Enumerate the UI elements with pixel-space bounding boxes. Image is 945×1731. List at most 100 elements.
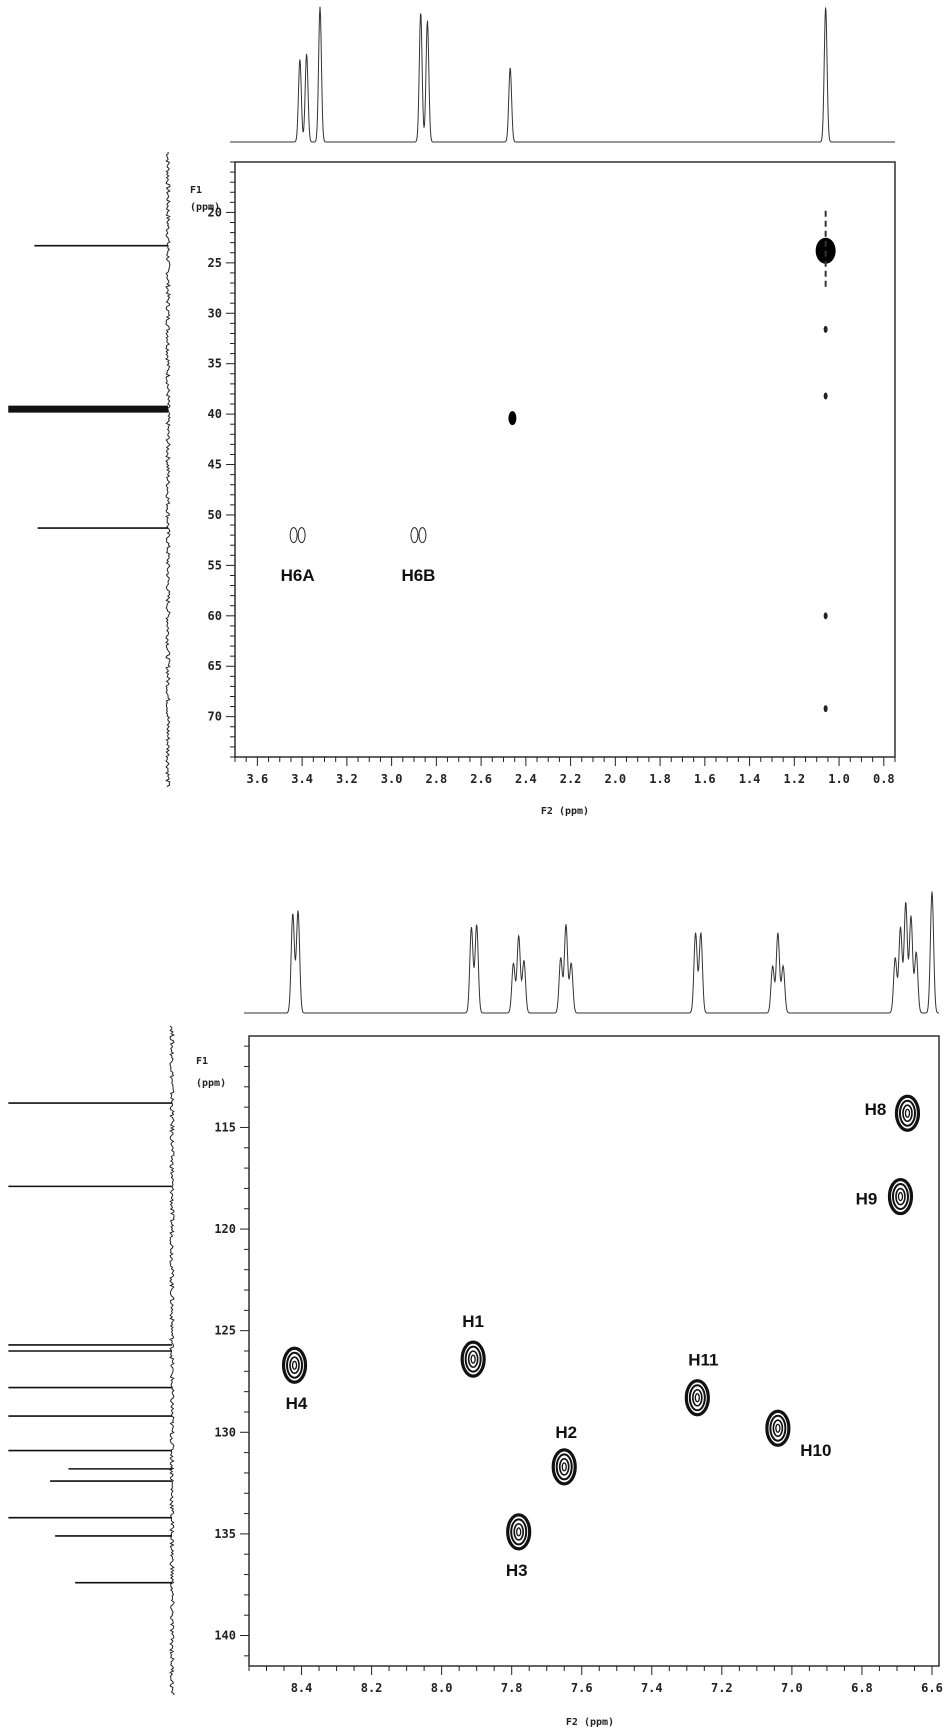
plot-frame	[234, 161, 896, 758]
x-tick-label: 3.2	[336, 772, 358, 786]
x-tick-label: 2.4	[515, 772, 537, 786]
contour-ring	[688, 1384, 706, 1412]
y-axis-ticks: 20 25 30 35 40 45 50 55 60 65 70	[208, 161, 235, 758]
y-tick-label: 20	[208, 205, 222, 219]
contour-ring	[289, 1356, 300, 1375]
y-tick-label: 25	[208, 256, 222, 270]
plot-frame	[248, 1035, 940, 1667]
contour-ring	[694, 1393, 700, 1403]
y-tick-label: 45	[208, 458, 222, 472]
cross-peaks: H6A H6B	[281, 210, 836, 713]
x-tick-label: 8.0	[431, 1681, 453, 1695]
cross-peaks: H8 H9 H1 H4 H11 H10 H2 H3	[281, 1094, 921, 1580]
cross-peak: H10	[765, 1409, 831, 1460]
y-tick-label: 60	[208, 609, 222, 623]
cross-peak: H1	[460, 1312, 486, 1378]
cross-peak: H9	[856, 1177, 914, 1216]
cross-peak-label: H6B	[401, 566, 435, 585]
y-tick-label: 140	[214, 1629, 236, 1643]
x-axis-ticks: 8.4 8.2 8.0 7.8 7.6 7.4 7.2 7.0 6.8 6.6	[248, 1666, 943, 1695]
f1-projection-peaks	[8, 1102, 172, 1584]
cross-peak: H6A	[281, 527, 315, 585]
cross-peak-label: H3	[506, 1561, 528, 1580]
contour-ring	[513, 1523, 524, 1541]
cross-peak-label: H2	[555, 1423, 577, 1442]
contour-ring	[894, 1094, 921, 1132]
contour-ring	[281, 1346, 308, 1384]
x-tick-label: 2.0	[604, 772, 626, 786]
x-axis-ticks: 3.6 3.4 3.2 3.0 2.8 2.6 2.4 2.2 2.0 1.8 1.6 1.4 1.2 1…	[234, 757, 896, 786]
f2-projection-spectrum	[230, 6, 895, 143]
cross-peak: H8	[865, 1094, 921, 1132]
contour-ring	[286, 1351, 304, 1379]
contour-ring	[297, 527, 306, 544]
contour-dot	[823, 392, 828, 400]
f2-projection-spectrum	[244, 891, 939, 1014]
cross-peak-label: H4	[286, 1394, 308, 1413]
contour-ring	[891, 1183, 909, 1211]
contour-blob	[508, 411, 517, 426]
cross-peak-label: H8	[865, 1100, 887, 1119]
contour-ring	[516, 1527, 522, 1537]
x-tick-label: 1.0	[828, 772, 850, 786]
y-axis-title-line1: F1	[190, 185, 202, 196]
cross-peak: H4	[281, 1346, 308, 1413]
contour-ring	[418, 527, 427, 544]
contour-ring	[551, 1448, 577, 1486]
cross-peak: H3	[506, 1513, 532, 1580]
x-tick-label: 7.4	[641, 1681, 663, 1695]
y-tick-label: 50	[208, 508, 222, 522]
contour-ring	[775, 1423, 781, 1433]
contour-ring	[470, 1354, 476, 1364]
x-tick-label: 1.8	[649, 772, 671, 786]
x-tick-label: 3.6	[247, 772, 269, 786]
x-tick-label: 3.4	[291, 772, 313, 786]
y-tick-label: 65	[208, 659, 222, 673]
cross-peak	[815, 210, 836, 291]
cross-peak	[508, 411, 517, 426]
x-tick-label: 6.6	[921, 1681, 943, 1695]
cross-peak	[823, 392, 828, 400]
contour-ring	[410, 527, 419, 544]
y-axis-title-line2: (ppm)	[196, 1078, 226, 1089]
f1-projection-spectrum	[168, 1025, 175, 1696]
f1-projection-spectrum	[165, 151, 172, 787]
contour-dot	[823, 325, 828, 333]
contour-ring	[765, 1409, 791, 1447]
cross-peak	[823, 612, 828, 620]
cross-peak: H2	[551, 1423, 577, 1486]
cross-peak: H11	[684, 1351, 718, 1417]
cross-peak-label: H6A	[281, 566, 315, 585]
contour-ring	[887, 1177, 914, 1216]
x-tick-label: 7.0	[781, 1681, 803, 1695]
contour-ring	[506, 1513, 532, 1551]
x-tick-label: 7.2	[711, 1681, 733, 1695]
y-tick-label: 70	[208, 710, 222, 724]
contour-ring	[558, 1458, 570, 1476]
cross-peak-label: H9	[856, 1190, 878, 1209]
y-tick-label: 30	[208, 306, 222, 320]
contour-ring	[684, 1379, 710, 1417]
x-tick-label: 2.2	[560, 772, 582, 786]
x-axis-title: F2 (ppm)	[541, 806, 589, 817]
y-tick-label: 135	[214, 1527, 236, 1541]
x-tick-label: 8.2	[361, 1681, 383, 1695]
f1-projection-peaks	[8, 244, 168, 529]
contour-ring	[895, 1187, 906, 1206]
contour-ring	[460, 1340, 486, 1378]
x-tick-label: 3.0	[381, 772, 403, 786]
cross-peak-label: H10	[800, 1441, 831, 1460]
cross-peak: H6B	[401, 527, 435, 585]
y-axis-title-line1: F1	[196, 1056, 208, 1067]
x-tick-label: 8.4	[291, 1681, 313, 1695]
x-tick-label: 1.4	[739, 772, 761, 786]
x-tick-label: 1.6	[694, 772, 716, 786]
x-axis-title: F2 (ppm)	[566, 1717, 614, 1728]
contour-ring	[510, 1518, 528, 1546]
contour-ring	[467, 1350, 479, 1368]
x-tick-label: 0.8	[873, 772, 895, 786]
contour-dot	[823, 612, 828, 620]
contour-ring	[464, 1345, 482, 1373]
contour-ring	[898, 1099, 916, 1127]
